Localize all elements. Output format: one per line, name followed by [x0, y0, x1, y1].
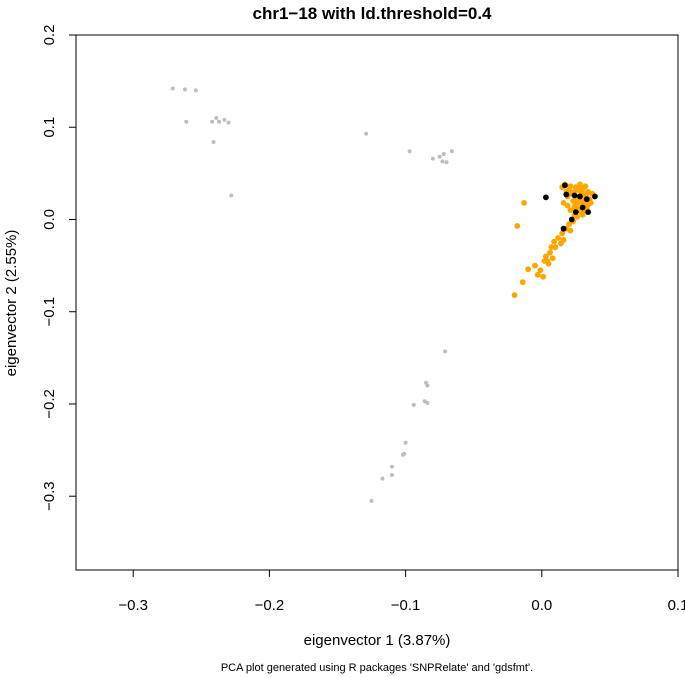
data-point	[403, 440, 408, 445]
y-tick-label: −0.1	[41, 297, 58, 327]
data-point	[559, 230, 566, 237]
data-point	[552, 244, 559, 251]
data-point	[211, 140, 216, 144]
data-point	[547, 249, 553, 256]
x-axis: −0.3 −0.2 −0.1 0.0 0.1	[118, 570, 685, 614]
chart-title: chr1−18 with ld.threshold=0.4	[252, 4, 492, 23]
data-points	[170, 86, 598, 503]
data-point	[369, 498, 374, 503]
data-point	[549, 255, 556, 262]
data-point	[579, 204, 586, 211]
data-point	[170, 86, 175, 91]
data-point	[563, 191, 570, 198]
data-point	[214, 116, 219, 121]
data-point	[566, 221, 572, 227]
data-point	[389, 464, 394, 469]
data-point	[585, 209, 592, 216]
data-point	[425, 401, 430, 406]
x-tick-label: 0.1	[668, 597, 685, 614]
y-axis-label: eigenvector 2 (2.55%)	[3, 230, 20, 377]
data-point	[380, 476, 385, 481]
data-point	[514, 223, 521, 229]
data-point	[542, 194, 549, 201]
data-point	[560, 199, 567, 206]
data-point	[560, 236, 567, 243]
x-tick-label: 0.0	[531, 597, 552, 614]
data-point	[182, 87, 187, 92]
data-point	[532, 262, 538, 269]
y-tick-label: 0.1	[41, 117, 58, 138]
data-point	[592, 193, 598, 200]
data-point	[364, 131, 369, 136]
data-point	[229, 193, 234, 198]
data-point	[574, 213, 581, 220]
data-point	[560, 225, 567, 232]
data-point	[389, 472, 394, 477]
plot-frame	[75, 34, 679, 571]
data-point	[583, 196, 590, 203]
data-point	[521, 199, 527, 206]
data-point	[441, 151, 446, 156]
chart-caption: PCA plot generated using R packages 'SNP…	[221, 662, 533, 674]
data-point	[564, 202, 571, 209]
data-point	[567, 183, 574, 190]
data-point	[449, 149, 454, 154]
data-point	[548, 244, 555, 251]
data-point	[579, 211, 586, 218]
data-point	[443, 349, 448, 354]
y-tick-label: 0.2	[41, 25, 58, 46]
data-point	[585, 201, 592, 208]
data-point	[542, 253, 549, 260]
data-point	[425, 383, 430, 388]
y-axis: −0.3 −0.2 −0.1 0.0 0.1 0.2	[41, 25, 76, 511]
data-point	[519, 279, 526, 286]
data-point	[583, 190, 590, 197]
data-point	[577, 193, 583, 200]
data-point	[184, 119, 189, 124]
data-point	[544, 258, 551, 264]
data-point	[226, 120, 231, 125]
y-tick-label: 0.0	[41, 209, 58, 230]
data-point	[571, 192, 578, 199]
data-point	[525, 266, 532, 273]
data-point	[444, 160, 449, 165]
x-tick-label: −0.3	[118, 597, 148, 614]
data-point	[534, 271, 541, 278]
x-axis-label: eigenvector 1 (3.87%)	[304, 632, 451, 649]
data-point	[411, 402, 416, 407]
data-point	[430, 156, 435, 161]
data-point	[568, 216, 575, 223]
data-point	[400, 452, 405, 457]
data-point	[222, 117, 227, 122]
data-point	[577, 181, 583, 188]
x-tick-label: −0.2	[255, 597, 285, 614]
data-point	[437, 154, 442, 159]
data-point	[193, 88, 198, 93]
data-point	[562, 182, 568, 189]
data-point	[572, 209, 579, 216]
data-point	[407, 149, 412, 154]
data-point	[567, 227, 574, 234]
data-point	[511, 292, 518, 299]
data-point	[440, 159, 445, 164]
y-tick-label: −0.3	[41, 481, 58, 511]
data-point	[217, 119, 222, 124]
data-point	[537, 267, 544, 274]
data-point	[540, 273, 547, 280]
data-point	[210, 119, 215, 124]
data-point	[551, 238, 557, 245]
data-point	[567, 207, 574, 214]
y-tick-label: −0.2	[41, 389, 58, 419]
data-point	[582, 183, 589, 190]
data-point	[555, 235, 562, 241]
x-tick-label: −0.1	[391, 597, 421, 614]
